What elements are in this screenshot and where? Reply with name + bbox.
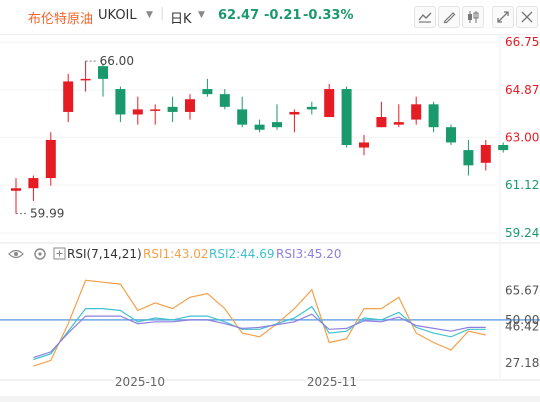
collapse-box-icon[interactable] [53,247,66,260]
price-change: -0.21 [264,8,302,23]
candle-body [45,139,56,179]
candle-body [463,150,474,166]
date-label: 2025-10 [115,375,165,389]
candle-body [132,109,143,115]
rsi1-value: RSI1:43.02 [143,247,209,261]
candle-body [376,117,387,128]
draw-pencil-icon[interactable] [438,6,460,28]
rsi-tick-label: 50.00 [505,313,539,327]
rsi3-line [33,313,486,359]
timeline-scroller[interactable] [0,396,540,402]
candle-body [393,122,404,125]
candle-body [324,89,335,118]
candle-body [289,111,300,115]
candle-body [202,89,213,95]
chart-style-icon[interactable] [462,6,484,28]
high-annotation: 66.00 [100,54,134,68]
price-axis: 66.75 64.87 63.00 61.12 59.24 [0,35,539,240]
candle-body [167,106,178,112]
chevron-down-icon[interactable]: ▼ [146,10,153,20]
candle-body [185,99,195,112]
candle-body [498,145,509,151]
candle-body [98,66,108,79]
price-annotations: 66.00 59.99 [16,54,134,221]
candle-body [115,89,126,115]
candle-body [28,178,39,189]
candle-body [150,109,161,111]
indicator-icon[interactable] [414,6,436,28]
candlestick-series [11,61,509,214]
price-change-percent: -0.33% [303,8,354,23]
rsi-label: RSI(7,14,21) [67,247,142,261]
date-axis: 2025-10 2025-11 [115,375,357,389]
candle-body [80,78,91,81]
rsi-tick-label: 46.42 [505,320,539,334]
header-bar: 布伦特原油 UKOIL ▼ | 日K ▼ 62.47 -0.21 -0.33% [0,0,540,35]
rsi-series [33,279,486,367]
candle-body [359,142,369,148]
candle-body [272,122,282,128]
chart-grid [0,34,540,381]
low-annotation: 59.99 [30,207,64,221]
fullscreen-icon[interactable] [492,6,514,28]
current-price: 62.47 [218,8,260,23]
rsi2-line [33,305,486,361]
price-tick-label: 66.75 [505,35,539,49]
instrument-title[interactable]: 布伦特原油 [28,12,94,27]
period-selector[interactable]: 日K [170,12,192,27]
collapse-icon[interactable] [516,6,538,28]
candle-body [237,109,248,125]
settings-gear-icon[interactable] [34,248,46,260]
price-tick-label: 64.87 [505,83,539,97]
chevron-down-icon[interactable]: ▼ [198,10,205,20]
candle-body [446,127,456,143]
price-tick-label: 61.12 [505,178,539,192]
candle-body [480,145,491,163]
candle-body [219,94,230,107]
rsi1-line [33,279,486,367]
candle-body [428,104,439,128]
price-chart[interactable]: 66.75 64.87 63.00 61.12 59.24 66.00 59.99 RSI… [0,34,540,402]
candle-body [411,104,422,120]
candle-body [341,89,352,146]
candle-body [11,188,21,191]
price-tick-label: 63.00 [505,130,539,144]
rsi3-value: RSI3:45.20 [276,247,342,261]
candle-body [306,106,317,110]
rsi-tick-label: 27.18 [505,356,539,370]
rsi-tick-label: 65.67 [505,283,539,297]
price-tick-label: 59.24 [505,226,539,240]
date-label: 2025-11 [307,375,357,389]
visibility-eye-icon[interactable] [8,249,24,259]
rsi-legend: RSI(7,14,21) RSI1:43.02 RSI2:44.69 RSI3:… [8,247,342,261]
candle-body [63,81,74,112]
rsi2-value: RSI2:44.69 [209,247,275,261]
divider: | [160,6,165,21]
instrument-symbol[interactable]: UKOIL [98,8,137,23]
candle-body [254,124,265,130]
